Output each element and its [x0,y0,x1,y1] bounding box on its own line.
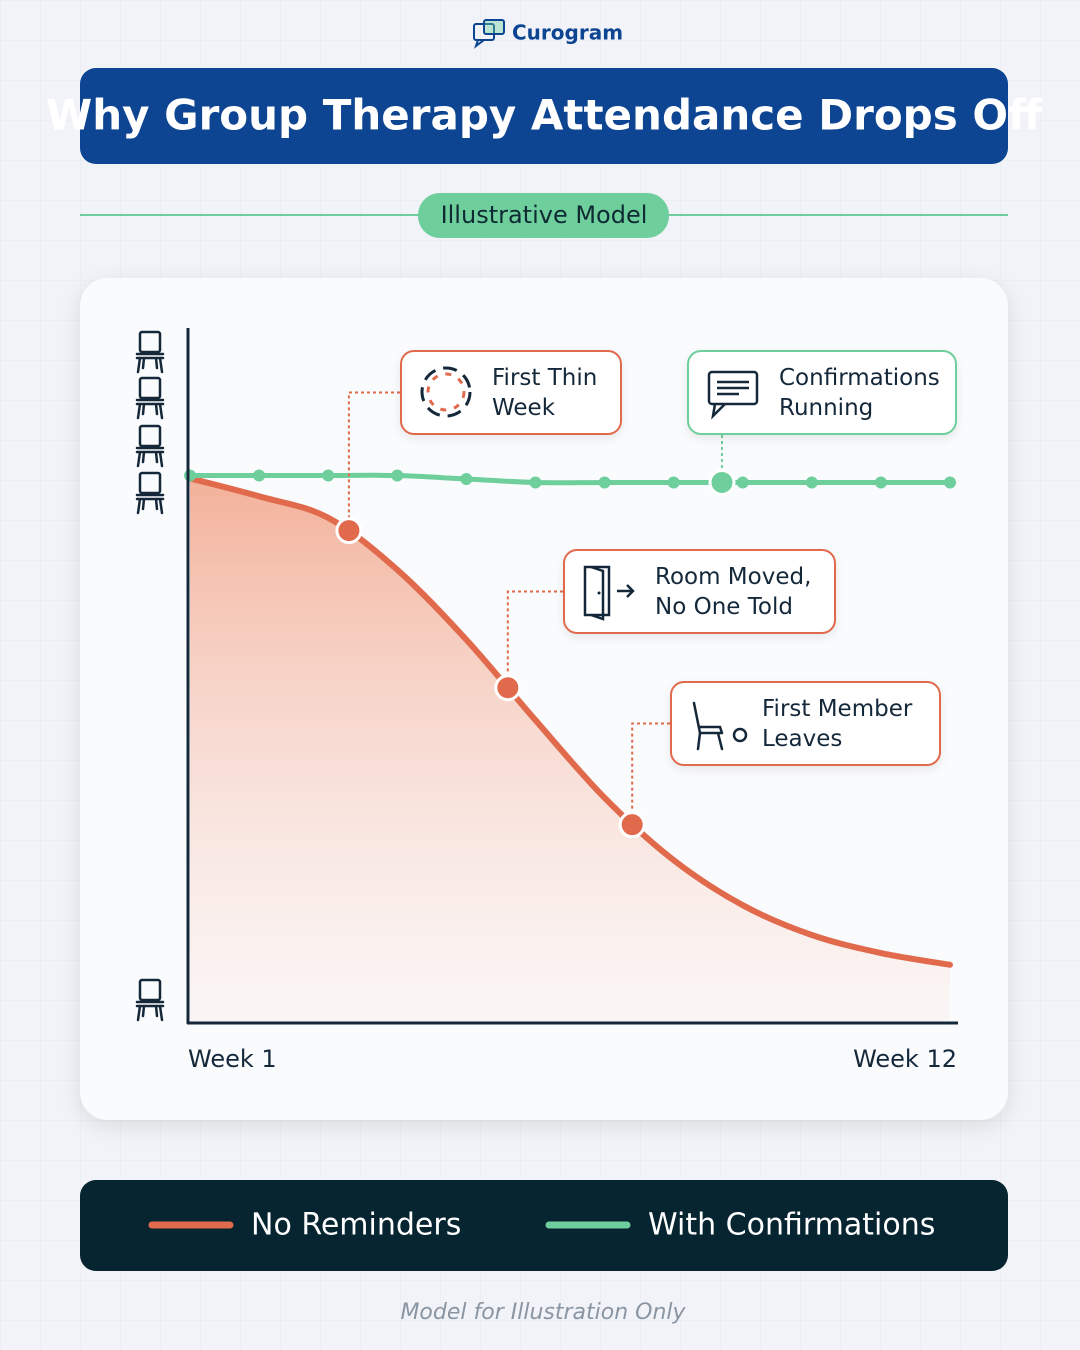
annotation-icon [420,366,472,417]
annotation: Confirmations Running [687,350,957,435]
badge [418,193,669,238]
annotation-text: First Member Leaves [762,695,913,752]
annotation-text: Confirmations Running [779,364,940,421]
annotation-text: Room Moved, No One Told [655,563,812,620]
point [667,476,680,489]
annotation-text: First Thin Week [492,364,598,421]
point [184,469,196,482]
annotation-icon [692,701,748,750]
point [598,476,611,489]
point [944,476,956,489]
x-tick-label: Week 1 [188,1045,277,1073]
point [391,469,404,482]
annotation-icon [707,370,759,420]
line [187,475,953,968]
legend-label: With Confirmations [648,1208,935,1243]
connector [506,590,563,688]
point [805,476,818,489]
point [529,476,542,489]
annotation-marker [708,468,736,496]
line [187,472,953,486]
point [736,476,749,489]
badge-text: Illustrative Model [441,201,648,229]
annotation-marker [618,811,646,839]
title-banner [80,68,1008,164]
annotation: First Thin Week [400,350,622,435]
annotation-marker [335,517,363,545]
annotation-marker [494,674,522,702]
legend [80,1180,1008,1271]
connector [631,722,670,825]
brand: Curogram [512,21,623,45]
area [190,478,950,1023]
logo [473,19,505,49]
annotation-icon [583,565,635,621]
point [874,476,887,489]
annotation: First Member Leaves [670,681,941,766]
legend-label: No Reminders [251,1208,461,1243]
footer: Model for Illustration Only [400,1300,686,1325]
title: Why Group Therapy Attendance Drops Off [46,91,1043,140]
point [322,469,335,482]
x-tick-label: Week 12 [853,1045,957,1073]
annotation: Room Moved, No One Told [563,549,836,634]
point [253,469,266,482]
point [460,472,473,485]
